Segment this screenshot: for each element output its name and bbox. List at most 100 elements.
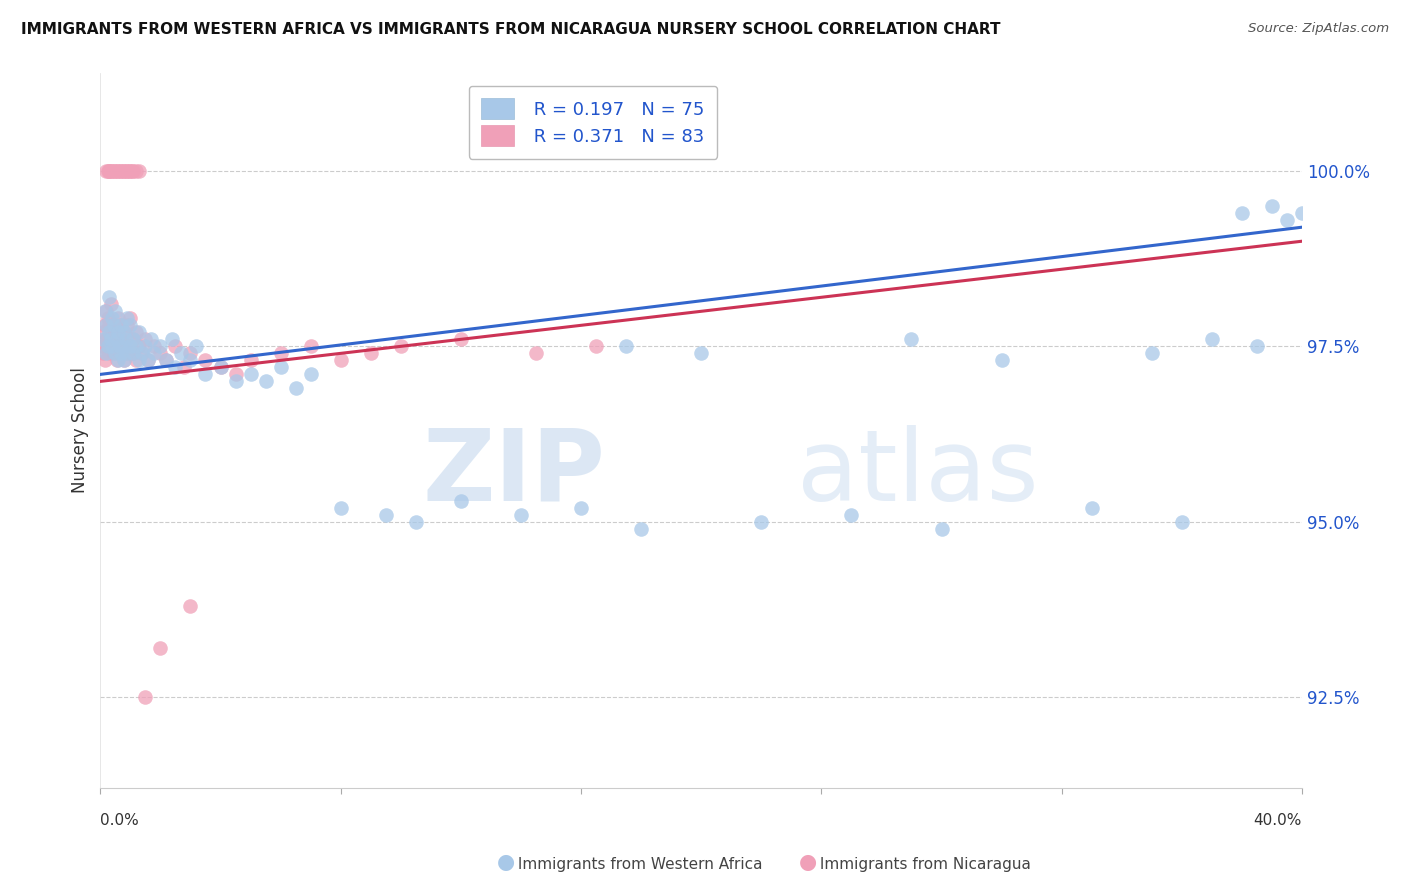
Point xyxy=(120,339,142,353)
Point xyxy=(630,522,652,536)
Point xyxy=(107,164,129,178)
Point xyxy=(120,339,142,353)
Point xyxy=(122,332,145,346)
Point xyxy=(108,346,131,360)
Point xyxy=(299,368,322,382)
Point xyxy=(143,346,166,360)
Point xyxy=(450,493,472,508)
Text: ZIP: ZIP xyxy=(422,425,605,522)
Point xyxy=(1080,500,1102,515)
Point xyxy=(121,164,143,178)
Text: IMMIGRANTS FROM WESTERN AFRICA VS IMMIGRANTS FROM NICARAGUA NURSERY SCHOOL CORRE: IMMIGRANTS FROM WESTERN AFRICA VS IMMIGR… xyxy=(21,22,1001,37)
Text: 40.0%: 40.0% xyxy=(1254,813,1302,828)
Point xyxy=(134,332,156,346)
Point xyxy=(93,326,115,340)
Point xyxy=(115,164,138,178)
Point xyxy=(194,353,217,368)
Point xyxy=(990,353,1012,368)
Point xyxy=(110,346,132,360)
Point xyxy=(149,339,172,353)
Point xyxy=(108,339,131,353)
Point xyxy=(125,339,148,353)
Point xyxy=(118,164,141,178)
Point xyxy=(101,326,124,340)
Point xyxy=(1171,515,1194,529)
Point xyxy=(186,339,208,353)
Text: ●: ● xyxy=(800,853,817,872)
Point xyxy=(155,353,177,368)
Text: 0.0%: 0.0% xyxy=(100,813,139,828)
Point xyxy=(100,332,122,346)
Text: Immigrants from Western Africa: Immigrants from Western Africa xyxy=(513,857,762,872)
Point xyxy=(112,353,135,368)
Point xyxy=(225,368,247,382)
Point xyxy=(614,339,637,353)
Point xyxy=(128,164,150,178)
Point xyxy=(1246,339,1268,353)
Point xyxy=(100,164,122,178)
Point xyxy=(117,346,139,360)
Point xyxy=(125,326,148,340)
Point xyxy=(98,290,121,304)
Point xyxy=(103,164,125,178)
Point xyxy=(117,311,139,326)
Point xyxy=(117,318,139,333)
Point xyxy=(389,339,412,353)
Point xyxy=(138,353,160,368)
Point xyxy=(209,360,232,375)
Point xyxy=(98,346,121,360)
Point xyxy=(107,326,129,340)
Point xyxy=(209,360,232,375)
Point xyxy=(1291,206,1313,220)
Point xyxy=(450,332,472,346)
Point xyxy=(104,304,127,318)
Point xyxy=(103,318,125,333)
Legend:  R = 0.197   N = 75,  R = 0.371   N = 83: R = 0.197 N = 75, R = 0.371 N = 83 xyxy=(468,86,717,159)
Point xyxy=(162,332,184,346)
Point xyxy=(104,164,127,178)
Point xyxy=(134,339,156,353)
Point xyxy=(111,339,134,353)
Point xyxy=(97,339,120,353)
Point xyxy=(179,353,201,368)
Point xyxy=(100,332,122,346)
Text: ●: ● xyxy=(498,853,515,872)
Point xyxy=(329,500,352,515)
Point xyxy=(149,640,172,655)
Point xyxy=(131,346,153,360)
Point xyxy=(96,332,118,346)
Point xyxy=(97,339,120,353)
Point xyxy=(125,353,148,368)
Point xyxy=(138,353,160,368)
Point xyxy=(239,368,262,382)
Point xyxy=(115,332,138,346)
Point xyxy=(173,360,195,375)
Point xyxy=(105,164,128,178)
Point xyxy=(101,339,124,353)
Point xyxy=(179,346,201,360)
Point xyxy=(841,508,863,522)
Point xyxy=(170,346,193,360)
Point xyxy=(96,318,118,333)
Point xyxy=(749,515,772,529)
Point xyxy=(105,353,128,368)
Point xyxy=(1230,206,1253,220)
Point xyxy=(94,318,117,333)
Point xyxy=(1275,213,1298,227)
Point xyxy=(284,381,307,395)
Point xyxy=(110,164,132,178)
Point xyxy=(104,332,127,346)
Point xyxy=(104,318,127,333)
Point xyxy=(194,368,217,382)
Point xyxy=(134,690,156,704)
Point xyxy=(101,164,124,178)
Point xyxy=(112,353,135,368)
Point xyxy=(125,164,148,178)
Point xyxy=(94,304,117,318)
Point xyxy=(112,326,135,340)
Point xyxy=(117,164,139,178)
Point xyxy=(97,164,120,178)
Point xyxy=(165,360,187,375)
Text: Immigrants from Nicaragua: Immigrants from Nicaragua xyxy=(815,857,1032,872)
Point xyxy=(97,311,120,326)
